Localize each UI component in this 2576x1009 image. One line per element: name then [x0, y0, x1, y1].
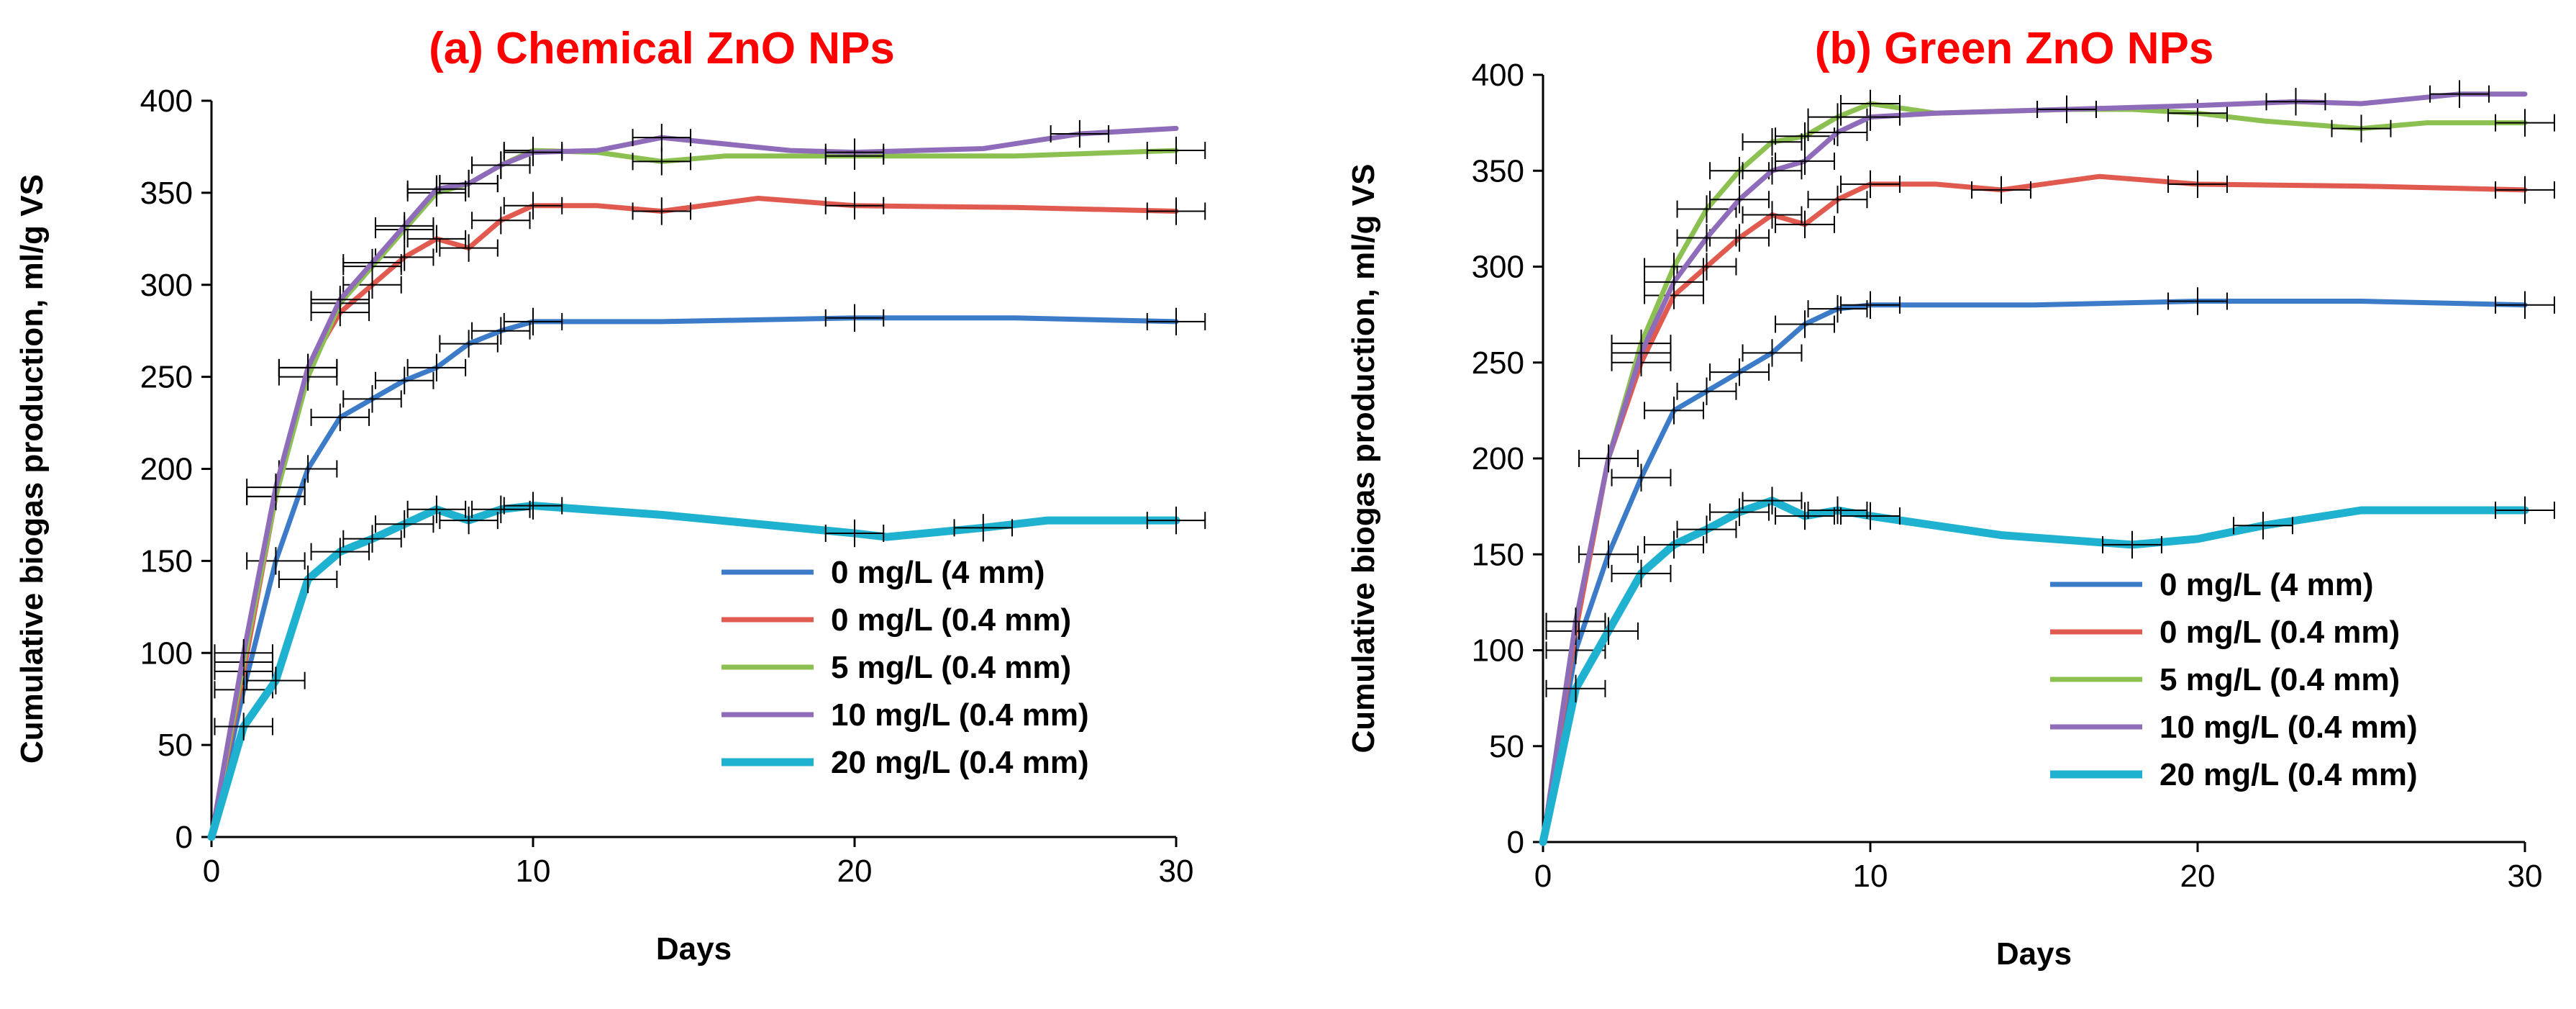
chart-panel-b: (b) Green ZnO NPs 0 50 100 150 200 250 300 350 40… [1288, 0, 2575, 1009]
chart-b-svg: (b) Green ZnO NPs05010015020025030035040… [1288, 0, 2575, 1009]
x-tick-label: 10 [1853, 859, 1888, 894]
error-bar [2168, 171, 2227, 198]
error-bar [343, 249, 401, 276]
error-bar [1841, 502, 1900, 530]
y-axis-title: Cumulative biogas production, ml/g VS [14, 174, 50, 764]
x-tick-label: 20 [837, 854, 873, 889]
y-tick-label: 200 [1472, 441, 1524, 476]
y-tick-label: 400 [1472, 58, 1524, 93]
x-axis-title: Days [656, 931, 732, 967]
error-bar [2495, 109, 2554, 136]
error-bar [826, 192, 883, 220]
y-tick-label: 200 [140, 452, 193, 487]
y-tick-label: 0 [176, 820, 193, 855]
y-tick-label: 100 [140, 635, 193, 671]
chart-title: (b) Green ZnO NPs [1815, 24, 2214, 73]
error-bar [1147, 197, 1205, 225]
legend: 0 mg/L (4 mm) 0 mg/L (0.4 mm) 5 mg/L (0.4 … [722, 555, 1089, 780]
y-tick-label: 250 [140, 360, 193, 395]
error-bar [504, 492, 562, 519]
error-bar [1612, 463, 1671, 491]
error-bar [1147, 507, 1205, 534]
y-tick-label: 350 [140, 176, 193, 211]
y-axis-title: Cumulative biogas production, ml/g VS [1346, 164, 1381, 754]
error-bar [1051, 120, 1109, 148]
error-bar [2267, 88, 2326, 115]
legend-label-3: 10 mg/L (0.4 mm) [831, 697, 1089, 733]
error-bar [2037, 96, 2096, 123]
error-bar [214, 712, 272, 740]
error-bar [2495, 497, 2554, 524]
error-bar [1841, 291, 1900, 319]
y-tick-label: 250 [1472, 345, 1524, 381]
y-tick-label: 400 [140, 83, 193, 119]
error-bar [1743, 128, 1802, 155]
error-bar [247, 547, 304, 574]
legend-label-3: 10 mg/L (0.4 mm) [2159, 710, 2418, 745]
error-bar [1547, 675, 1606, 702]
error-bar [955, 514, 1012, 541]
legend-label-1: 0 mg/L (0.4 mm) [831, 602, 1071, 638]
x-tick-label: 0 [1534, 859, 1552, 894]
error-bar [1972, 176, 2031, 204]
error-bar [2495, 291, 2554, 319]
error-bar [826, 304, 883, 332]
error-bar [2495, 176, 2554, 204]
y-tick-label: 150 [140, 543, 193, 579]
error-bar [826, 138, 883, 166]
legend-label-4: 20 mg/L (0.4 mm) [831, 745, 1089, 780]
legend-label-4: 20 mg/L (0.4 mm) [2159, 757, 2418, 792]
error-bar [376, 212, 433, 240]
error-bar [633, 148, 691, 175]
legend-label-2: 5 mg/L (0.4 mm) [831, 650, 1071, 685]
x-axis-title: Days [1996, 936, 2072, 972]
y-tick-label: 150 [1472, 537, 1524, 572]
y-tick-label: 300 [140, 268, 193, 303]
error-bar [1808, 497, 1867, 524]
x-tick-label: 20 [2180, 859, 2216, 894]
error-bar [2234, 512, 2293, 539]
x-tick-label: 10 [516, 854, 551, 889]
series-line-2 [211, 150, 1176, 837]
x-tick-label: 30 [1159, 854, 1194, 889]
error-bar [311, 286, 369, 313]
legend: 0 mg/L (4 mm) 0 mg/L (0.4 mm) 5 mg/L (0.4 … [2050, 567, 2418, 792]
error-bar [408, 176, 465, 203]
error-bar [279, 566, 337, 593]
x-tick-label: 0 [203, 854, 220, 889]
y-tick-label: 0 [1507, 825, 1524, 860]
chart-a-plot: (a) Chemical ZnO NPs05010015020025030035… [14, 24, 1205, 967]
error-bar [826, 520, 883, 547]
legend-label-2: 5 mg/L (0.4 mm) [2159, 662, 2400, 697]
error-bar [633, 124, 691, 151]
y-tick-label: 50 [1489, 729, 1524, 764]
error-bar [2430, 80, 2489, 107]
error-bar [2332, 114, 2391, 142]
legend-label-0: 0 mg/L (4 mm) [831, 555, 1044, 590]
chart-a-svg: (a) Chemical ZnO NPs05010015020025030035… [0, 0, 1288, 1009]
x-tick-label: 30 [2508, 859, 2543, 894]
error-bar [2168, 287, 2227, 315]
chart-panel-a: (a) Chemical ZnO NPs 0 50 100 150 200 250 300 35… [0, 0, 1288, 1009]
y-tick-label: 50 [158, 728, 193, 763]
error-bar [1579, 445, 1638, 472]
legend-label-0: 0 mg/L (4 mm) [2159, 567, 2373, 602]
error-bar [1147, 137, 1205, 164]
error-bar [1147, 308, 1205, 335]
chart-title: (a) Chemical ZnO NPs [429, 24, 895, 73]
error-bar [1644, 268, 1703, 296]
error-bar [633, 197, 691, 225]
error-bar [1612, 560, 1671, 587]
y-tick-label: 100 [1472, 633, 1524, 669]
y-tick-label: 300 [1472, 250, 1524, 285]
chart-b-plot: (b) Green ZnO NPs05010015020025030035040… [1346, 24, 2554, 972]
y-tick-label: 350 [1472, 153, 1524, 189]
legend-label-1: 0 mg/L (0.4 mm) [2159, 615, 2400, 650]
error-bar [2103, 531, 2162, 558]
